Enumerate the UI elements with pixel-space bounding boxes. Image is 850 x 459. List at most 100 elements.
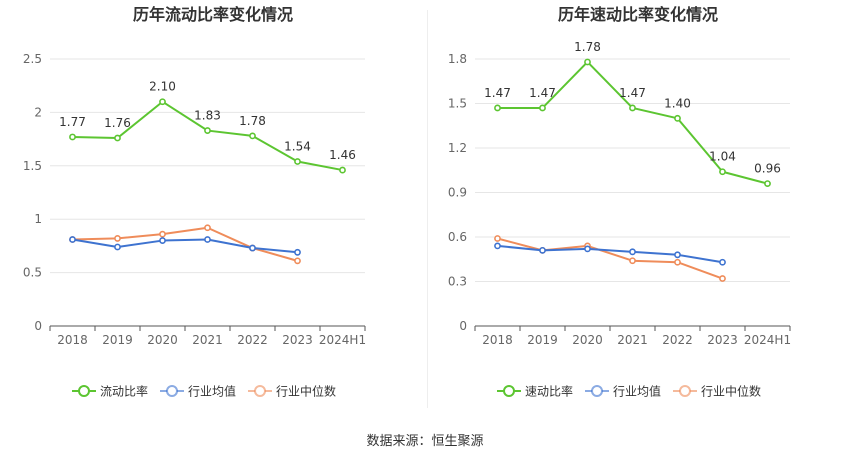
legend-item: 行业均值 [160,384,236,399]
y-tick-label: 0.3 [448,275,467,289]
current-ratio-chart: 历年流动比率变化情况 0 0.5 1 1.5 2 2.5 2018 2019 2020 2021 20… [23,5,366,399]
x-tick-label: 2022 [237,333,268,347]
data-point [494,242,501,250]
y-tick-label: 0.9 [448,186,467,200]
data-label: 1.78 [239,114,266,128]
data-label: 1.78 [574,40,601,54]
y-tick-label: 0 [34,319,42,333]
legend-swatch-marker [78,385,90,397]
data-source-note: 数据来源：恒生聚源 [366,434,484,449]
legend-label: 行业中位数 [276,384,336,399]
data-point [584,245,591,253]
series-line [72,226,298,262]
data-point [69,133,76,141]
series-line [497,244,723,264]
data-label: 1.40 [664,96,691,110]
data-point [69,236,76,243]
data-point [719,168,726,176]
data-point [674,114,681,122]
data-point [629,104,636,112]
legend-label: 行业中位数 [701,384,761,399]
data-point [719,275,726,282]
x-tick-label: 2018 [57,333,88,347]
y-tick-label: 1.5 [23,159,42,173]
legend-item: 行业中位数 [248,384,336,399]
panel-divider [427,10,428,408]
data-point [204,127,211,134]
data-label: 1.54 [284,140,311,154]
y-tick-label: 0.5 [23,266,42,280]
y-tick-label: 0.6 [448,230,467,244]
data-point [339,166,346,174]
data-point [539,246,546,254]
legend-label: 流动比率 [100,384,148,399]
data-point [629,257,636,265]
legend-swatch-marker [591,385,603,397]
x-tick-label: 2019 [527,333,558,347]
data-point [584,58,591,66]
legend-item: 行业中位数 [673,384,761,399]
x-tick-label: 2022 [662,333,693,347]
data-point [249,244,256,252]
data-label: 2.10 [149,80,176,94]
data-label: 1.46 [329,148,356,162]
data-point [159,98,166,106]
x-tick-label: 2020 [572,333,603,347]
y-tick-label: 1.5 [448,97,467,111]
x-tick-label: 2019 [102,333,133,347]
data-point [719,258,726,266]
data-label: 1.47 [529,86,556,100]
data-point [294,248,301,256]
data-point [114,134,121,142]
data-point [294,257,301,265]
chart-title: 历年流动比率变化情况 [133,5,293,24]
legend-item: 行业均值 [585,384,661,399]
data-point [114,243,121,251]
quick-ratio-chart: 历年速动比率变化情况 0 0.3 0.6 0.9 1.2 1.5 1.8 2018 2019 202… [448,5,791,399]
series-line [497,60,768,185]
data-label: 1.76 [104,116,131,130]
data-label: 1.47 [619,86,646,100]
legend-label: 行业均值 [188,384,236,399]
data-point [204,236,211,243]
y-tick-label: 1 [34,212,42,226]
data-point [674,251,681,259]
data-point [204,224,211,232]
legend-item: 流动比率 [72,384,148,399]
data-point [629,248,636,256]
x-tick-label: 2023 [707,333,738,347]
data-point [539,104,546,112]
y-tick-label: 2 [34,105,42,119]
data-label: 0.96 [754,162,781,176]
legend-swatch-marker [503,385,515,397]
data-label: 1.77 [59,115,86,129]
x-tick-label: 2021 [617,333,648,347]
legend-swatch-marker [166,385,178,397]
x-tick-label: 2023 [282,333,313,347]
y-tick-label: 2.5 [23,52,42,66]
data-point [494,235,501,242]
data-label: 1.83 [194,109,221,123]
data-label: 1.47 [484,86,511,100]
legend-item: 速动比率 [497,384,573,399]
y-tick-label: 0 [459,319,467,333]
y-tick-label: 1.2 [448,141,467,155]
chart-title: 历年速动比率变化情况 [558,5,718,24]
legend-swatch-marker [679,385,691,397]
data-point [159,237,166,244]
y-tick-label: 1.8 [448,52,467,66]
legend-swatch-marker [254,385,266,397]
x-tick-label: 2024H1 [744,333,791,347]
series-line [497,237,723,280]
x-tick-label: 2018 [482,333,513,347]
legend-label: 速动比率 [525,384,573,399]
data-point [764,180,771,187]
data-point [249,132,256,140]
x-tick-label: 2024H1 [319,333,366,347]
data-point [114,235,121,242]
data-point [159,230,166,238]
data-label: 1.04 [709,150,736,164]
data-point [674,258,681,266]
x-tick-label: 2021 [192,333,223,347]
